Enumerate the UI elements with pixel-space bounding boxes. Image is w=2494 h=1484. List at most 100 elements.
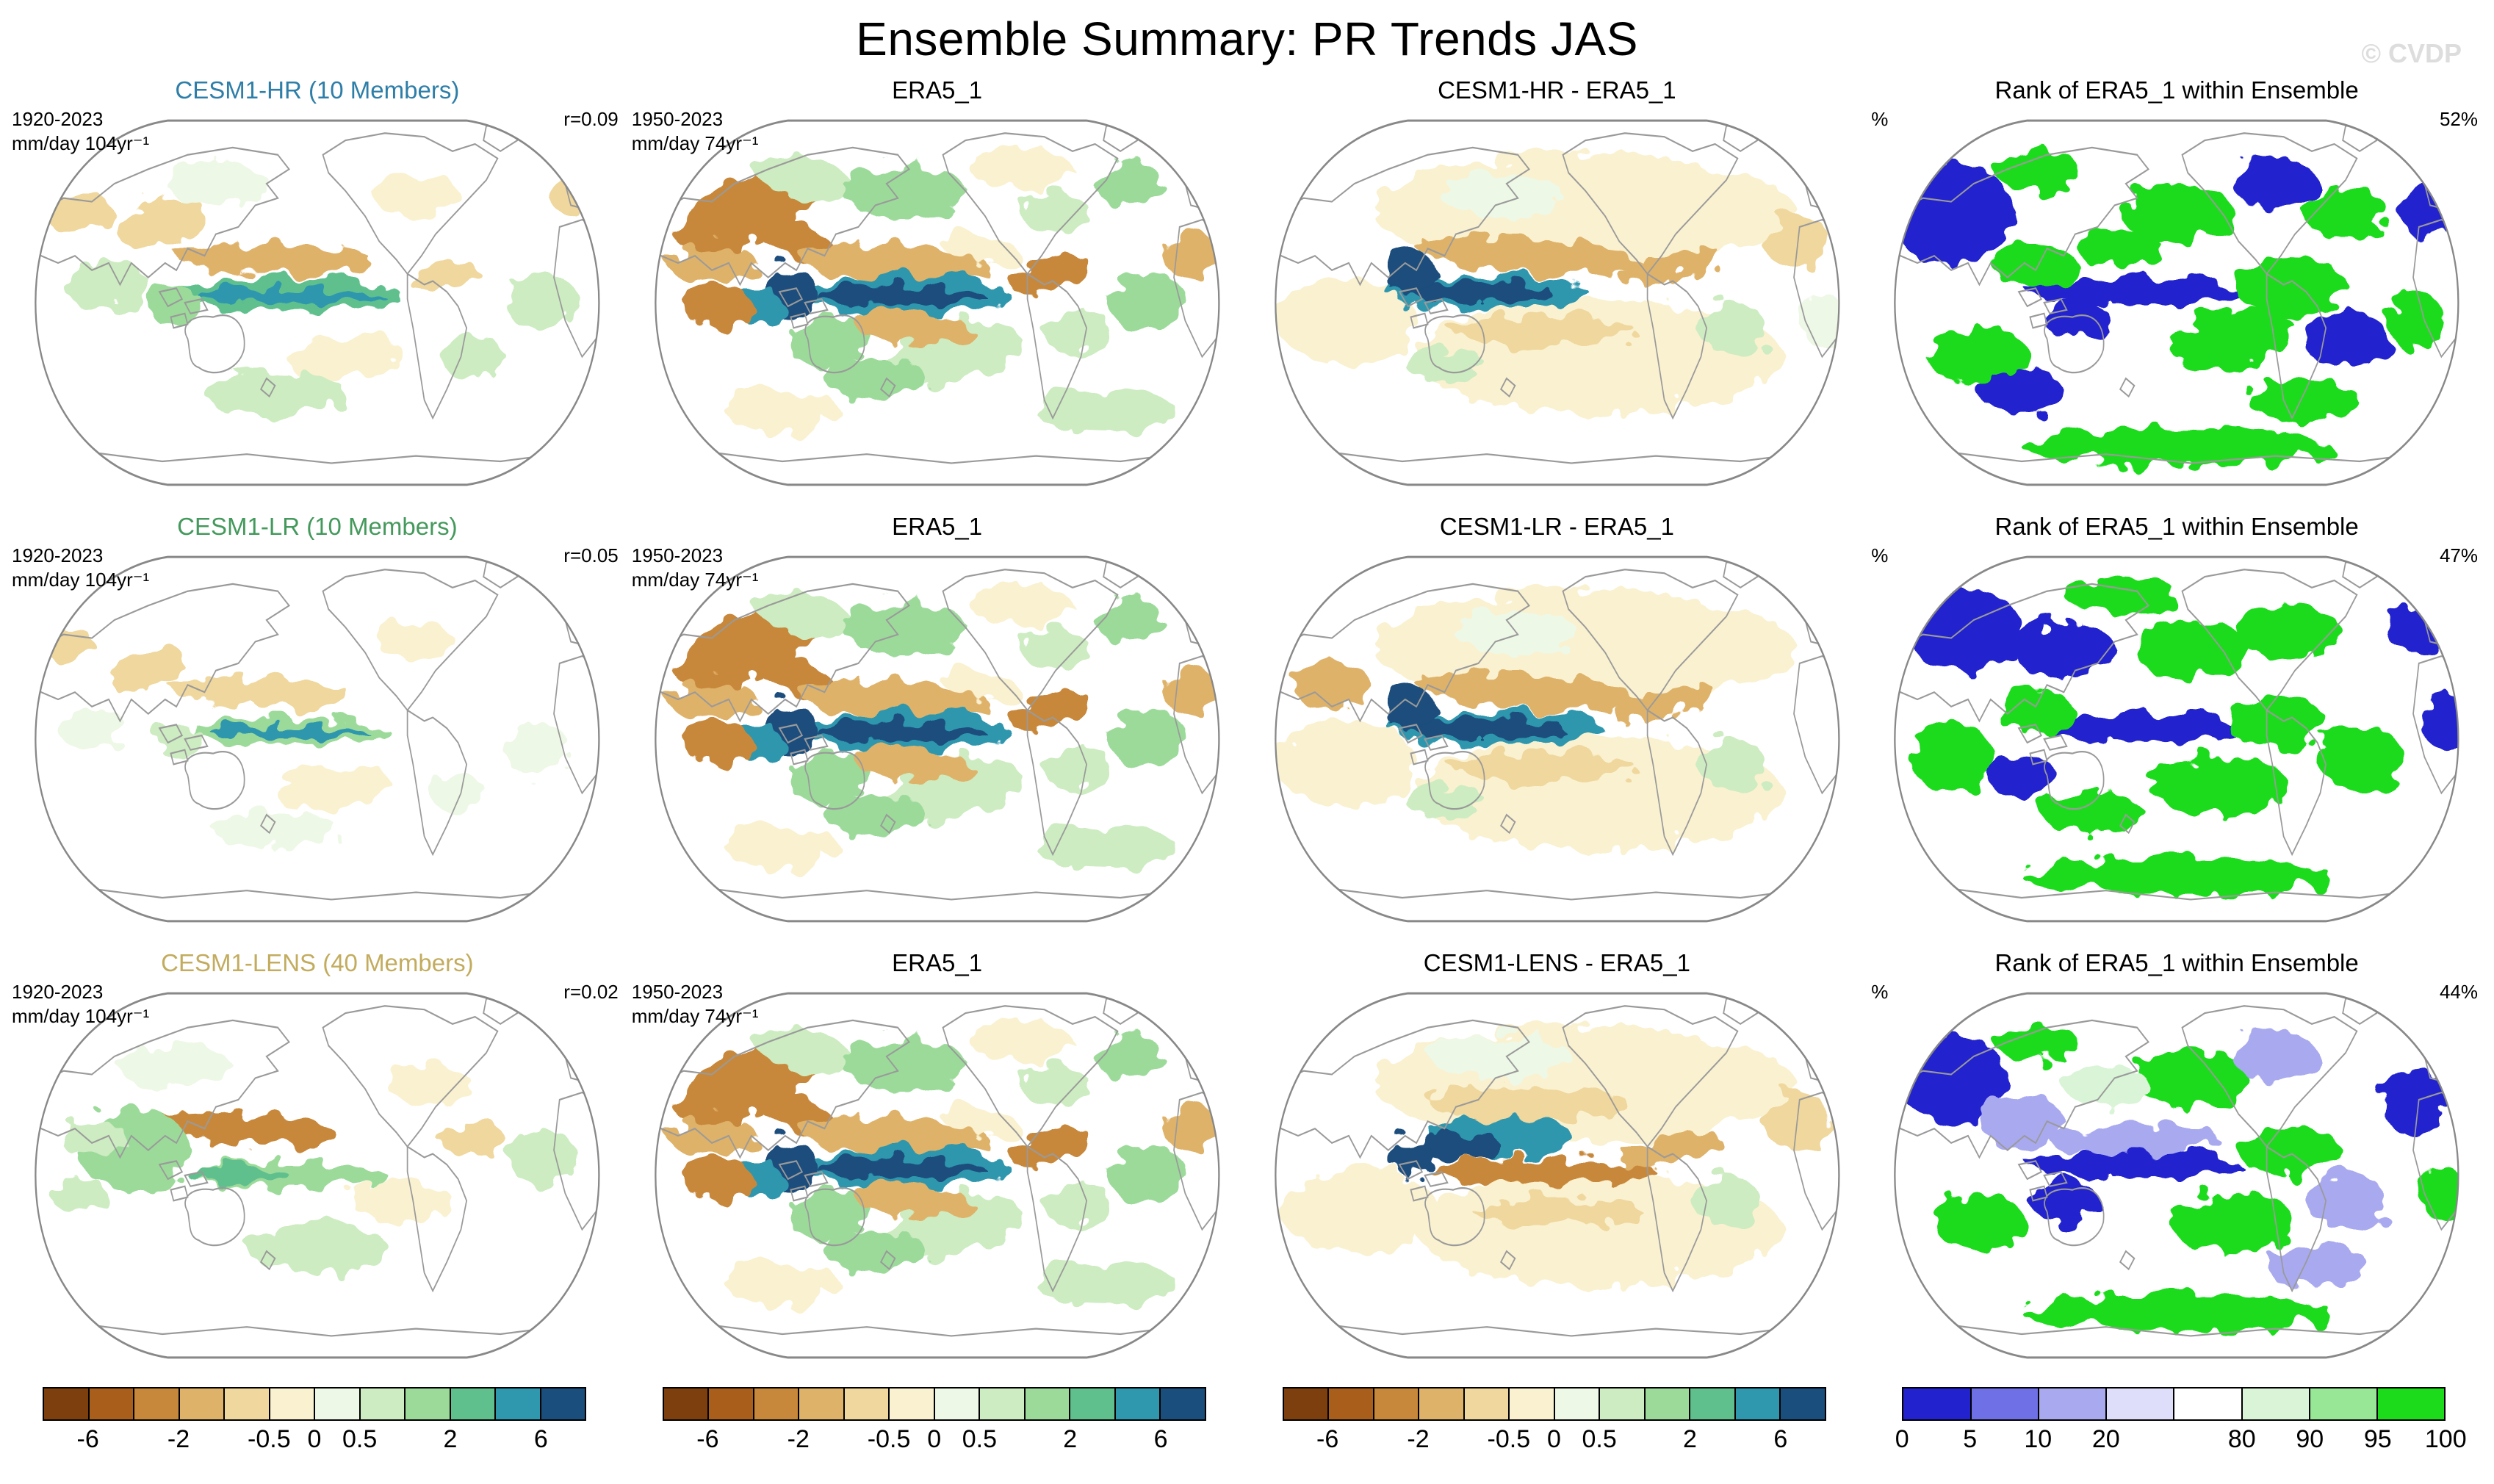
panel-title: CESM1-LENS (40 Members) — [161, 949, 474, 976]
figure-header: Ensemble Summary: PR Trends JAS © CVDP — [0, 0, 2494, 71]
colorbar-segment — [1070, 1388, 1116, 1419]
colorbar-tick-label: 2 — [1063, 1425, 1078, 1453]
colorbar-segment — [496, 1388, 541, 1419]
colorbar-segment — [709, 1388, 754, 1419]
panel-title: CESM1-LR (10 Members) — [177, 513, 458, 540]
panel-annotation-left: 1920-2023 mm/day 104yr⁻¹ — [12, 544, 150, 591]
colorbar-segment — [1690, 1388, 1736, 1419]
colorbar-segment — [799, 1388, 845, 1419]
cvdp-watermark: © CVDP — [2361, 38, 2462, 68]
panel-title: Rank of ERA5_1 within Ensemble — [1994, 513, 2359, 540]
colorbar-tick-label: 6 — [1153, 1425, 1168, 1453]
panel-cesm1-lens-diff: CESM1-LENS - ERA5_1 — [1247, 943, 1867, 1374]
colorbar-tick-label: 0 — [927, 1425, 942, 1453]
panel-annotation-left: 1950-2023 mm/day 74yr⁻¹ — [631, 108, 759, 154]
panel-annotation-left: 1950-2023 mm/day 74yr⁻¹ — [631, 544, 759, 591]
colorbar-segment — [360, 1388, 406, 1419]
colorbar-tick-label: 90 — [2296, 1425, 2324, 1453]
colorbar-row: -6 -2 -0.5 0 0.5 2 6 -6 -2 -0.5 0 0.5 2 6 -6 -2 -0.5 0 0… — [0, 1387, 2494, 1455]
page-title: Ensemble Summary: PR Trends JAS — [856, 12, 1638, 65]
panel-rank-row1: Rank of ERA5_1 within Ensemble % 52% — [1867, 71, 2487, 501]
colorbar-ticks: -6 -2 -0.5 0 0.5 2 6 — [663, 1421, 1206, 1455]
panel-cesm1-hr-diff: CESM1-HR - ERA5_1 — [1247, 71, 1867, 501]
world-map — [627, 541, 1247, 937]
colorbar-segment — [1781, 1388, 1825, 1419]
colorbar-tick-label: 10 — [2024, 1425, 2052, 1453]
colorbar-tick-label: -2 — [1407, 1425, 1430, 1453]
colorbar-segment — [1374, 1388, 1419, 1419]
world-map — [1247, 541, 1867, 937]
colorbar-segment — [541, 1388, 585, 1419]
colorbar-tick-label: 2 — [443, 1425, 458, 1453]
colorbar-tick-label: 95 — [2363, 1425, 2392, 1453]
panel-annotation-left: % — [1871, 981, 1889, 1003]
colorbar-segment — [1025, 1388, 1071, 1419]
panel-era5-row1: ERA5_1 1950-2023 mm/day 74yr⁻¹ — [627, 71, 1247, 501]
panel-title: CESM1-LENS - ERA5_1 — [1423, 949, 1690, 976]
trend-colorbar-3: -6 -2 -0.5 0 0.5 2 6 — [1282, 1387, 1826, 1455]
panel-cesm1-lens-trend: CESM1-LENS (40 Members) 1920-2023 mm/day … — [7, 943, 627, 1374]
colorbar-segment — [980, 1388, 1026, 1419]
colorbar-segment — [1464, 1388, 1510, 1419]
panel-annotation-left: 1950-2023 mm/day 74yr⁻¹ — [631, 981, 759, 1027]
colorbar-segment — [270, 1388, 315, 1419]
panel-annotation-left: % — [1871, 544, 1889, 566]
colorbar-segment — [179, 1388, 225, 1419]
colorbar-tick-label: -0.5 — [867, 1425, 911, 1453]
colorbar-segment — [1903, 1388, 1972, 1419]
colorbar-ticks: -6 -2 -0.5 0 0.5 2 6 — [1283, 1421, 1826, 1455]
panel-title: ERA5_1 — [892, 76, 983, 104]
colorbar-segment — [315, 1388, 361, 1419]
world-map — [627, 977, 1247, 1374]
colorbar-segment — [1971, 1388, 2039, 1419]
panel-annotation-right: 52% — [2439, 108, 2478, 130]
colorbar-bar — [1282, 1387, 1826, 1421]
panel-title: Rank of ERA5_1 within Ensemble — [1994, 949, 2359, 976]
colorbar-tick-label: 6 — [1773, 1425, 1788, 1453]
colorbar-bar — [1902, 1387, 2446, 1421]
colorbar-segment — [1283, 1388, 1329, 1419]
colorbar-segment — [44, 1388, 90, 1419]
panel-annotation-left: 1920-2023 mm/day 104yr⁻¹ — [12, 981, 150, 1027]
panel-annotation-right: r=0.05 — [563, 544, 619, 566]
panel-cesm1-lr-diff: CESM1-LR - ERA5_1 — [1247, 507, 1867, 937]
colorbar-tick-label: -6 — [76, 1425, 99, 1453]
colorbar-bar — [662, 1387, 1206, 1421]
world-map — [7, 104, 627, 501]
colorbar-segment — [134, 1388, 180, 1419]
colorbar-tick-label: 100 — [2424, 1425, 2467, 1453]
panel-title: CESM1-HR (10 Members) — [175, 76, 460, 104]
colorbar-tick-label: 0.5 — [962, 1425, 998, 1453]
colorbar-segment — [406, 1388, 451, 1419]
colorbar-segment — [2174, 1388, 2243, 1419]
colorbar-segment — [754, 1388, 800, 1419]
colorbar-tick-label: -6 — [696, 1425, 719, 1453]
colorbar-tick-label: 0 — [1547, 1425, 1561, 1453]
colorbar-tick-label: 2 — [1683, 1425, 1697, 1453]
colorbar-segment — [1600, 1388, 1646, 1419]
rank-colorbar: 0 5 10 20 80 90 95 100 — [1895, 1387, 2467, 1455]
colorbar-ticks: 0 5 10 20 80 90 95 100 — [1895, 1421, 2467, 1455]
panel-title: ERA5_1 — [892, 513, 983, 540]
colorbar-tick-label: 80 — [2227, 1425, 2256, 1453]
panel-cesm1-lr-trend: CESM1-LR (10 Members) 1920-2023 mm/day 10… — [7, 507, 627, 937]
colorbar-tick-label: 0.5 — [342, 1425, 378, 1453]
world-map — [7, 977, 627, 1374]
panel-cesm1-hr-trend: CESM1-HR (10 Members) 1920-2023 mm/day 10… — [7, 71, 627, 501]
colorbar-segment — [89, 1388, 134, 1419]
colorbar-segment — [1329, 1388, 1374, 1419]
colorbar-segment — [1554, 1388, 1600, 1419]
colorbar-tick-label: -2 — [167, 1425, 190, 1453]
colorbar-tick-label: 5 — [1963, 1425, 1978, 1453]
panel-annotation-right: 47% — [2439, 544, 2478, 566]
panel-era5-row2: ERA5_1 1950-2023 mm/day 74yr⁻¹ — [627, 507, 1247, 937]
colorbar-segment — [1161, 1388, 1205, 1419]
colorbar-segment — [1735, 1388, 1781, 1419]
colorbar-segment — [2107, 1388, 2175, 1419]
colorbar-tick-label: 0 — [307, 1425, 322, 1453]
panel-rank-row3: Rank of ERA5_1 within Ensemble % 44% — [1867, 943, 2487, 1374]
trend-colorbar-1: -6 -2 -0.5 0 0.5 2 6 — [43, 1387, 586, 1455]
colorbar-tick-label: -6 — [1316, 1425, 1339, 1453]
colorbar-segment — [890, 1388, 935, 1419]
colorbar-tick-label: -0.5 — [248, 1425, 291, 1453]
